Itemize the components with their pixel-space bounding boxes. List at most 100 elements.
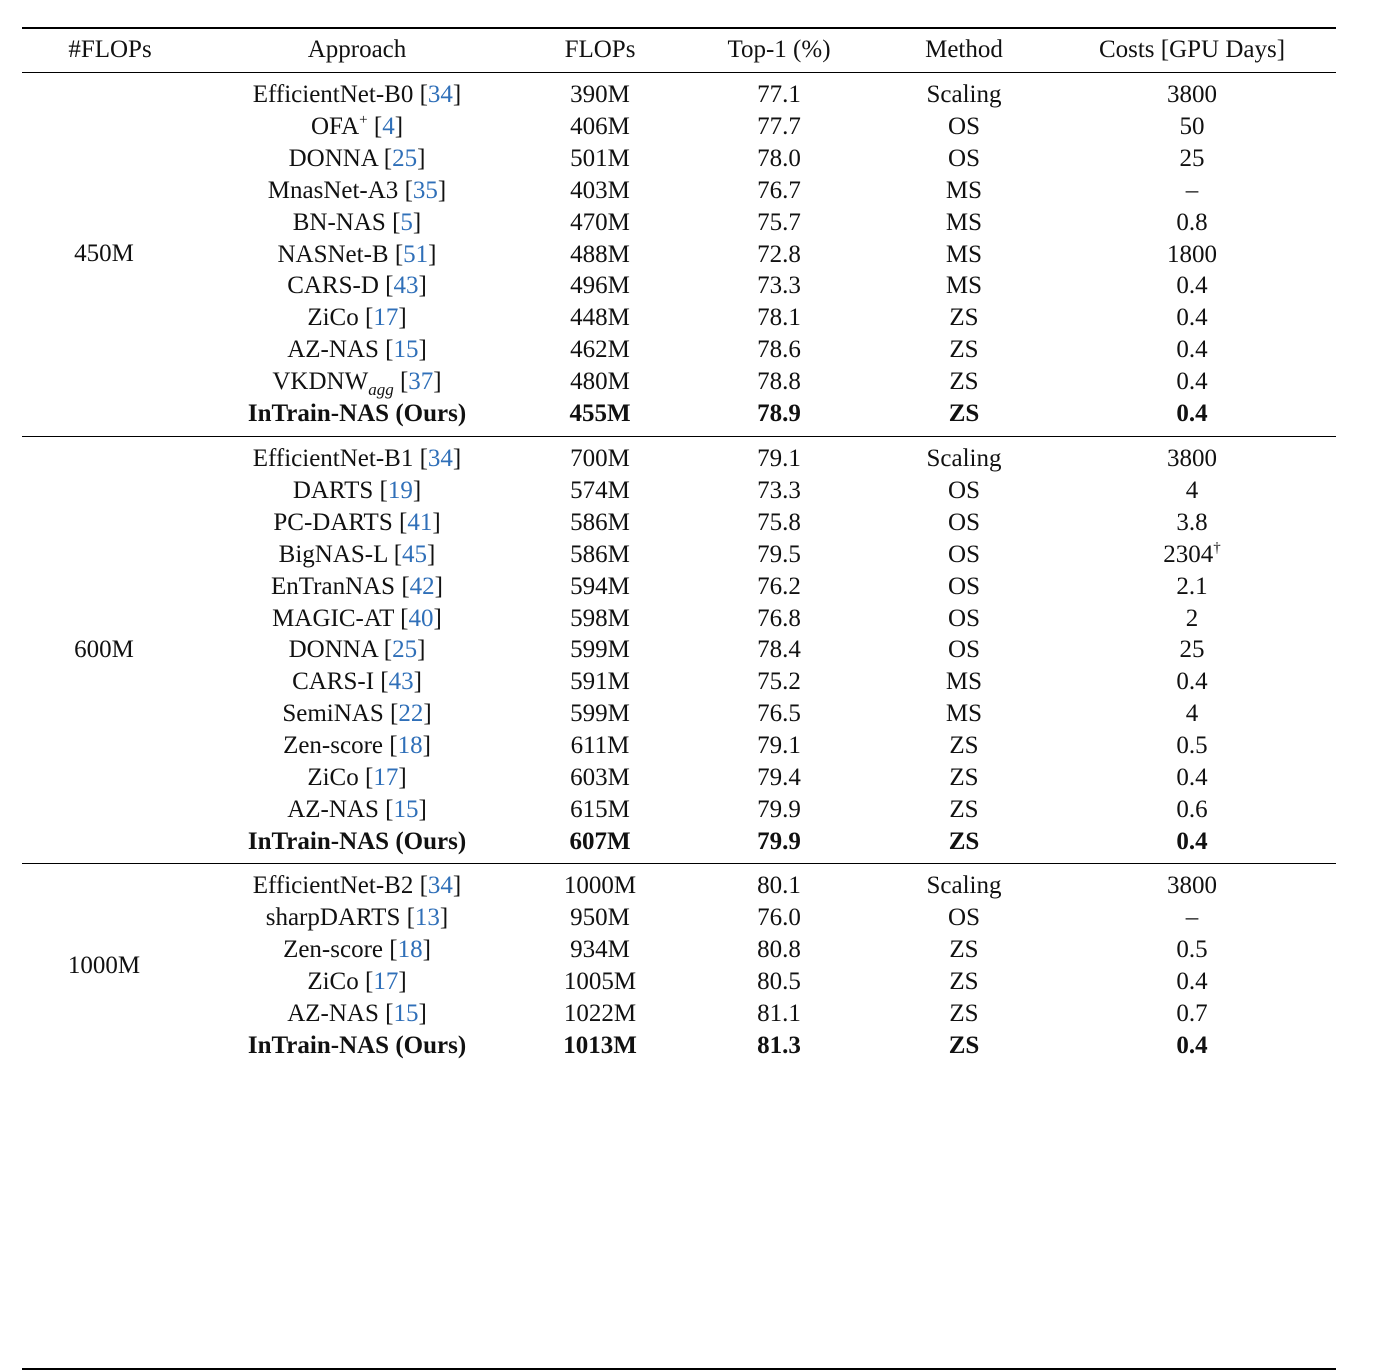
header-costs: Costs [GPU Days] <box>1098 36 1286 63</box>
method-cell: OS <box>948 636 980 664</box>
approach-cell: InTrain-NAS (Ours) <box>198 398 516 430</box>
citation-link[interactable]: 41 <box>407 508 433 536</box>
flops-cell: 406M <box>570 112 630 140</box>
top1-cell: 76.0 <box>757 903 801 931</box>
citation-link[interactable]: 18 <box>397 732 423 760</box>
citation-link[interactable]: 17 <box>373 967 399 995</box>
approach-cell: VKDNWagg [37] <box>272 368 442 400</box>
citation-link[interactable]: 15 <box>393 795 419 823</box>
table-row: InTrain-NAS (Ours) 455M 78.9 ZS 0.4 <box>22 398 1336 430</box>
approach-name: MnasNet-A3 <box>267 176 399 204</box>
approach-name: sharpDARTS <box>265 903 401 931</box>
top1-cell: 77.7 <box>757 112 801 140</box>
citation-link[interactable]: 37 <box>408 368 434 396</box>
cost-superscript: † <box>1213 539 1221 556</box>
citation-link[interactable]: 35 <box>412 176 438 204</box>
approach-cell: ZiCo [17] <box>307 304 407 332</box>
approach-name: BigNAS-L <box>278 540 388 568</box>
approach-cell: Zen-score [18] <box>283 935 431 963</box>
citation-link[interactable]: 34 <box>427 81 453 108</box>
method-cell: OS <box>948 508 980 536</box>
citation-link[interactable]: 18 <box>397 935 423 963</box>
cost-cell: 0.6 <box>1054 794 1330 826</box>
cost-value: 0.4 <box>1176 368 1208 396</box>
table-row: DONNA [25] 501M 78.0 OS 25 <box>22 143 1336 175</box>
cost-value: 2304 <box>1163 540 1214 568</box>
header-row: #FLOPs Approach FLOPs Top-1 (%) Method C… <box>22 34 1336 66</box>
citation-link[interactable]: 34 <box>427 445 453 472</box>
citation-link[interactable]: 43 <box>388 668 414 696</box>
cost-value: 2 <box>1185 604 1199 632</box>
flops-cell: 586M <box>570 540 630 568</box>
cost-value: 4 <box>1185 700 1199 728</box>
citation-link[interactable]: 15 <box>393 336 419 364</box>
flops-cell: 496M <box>570 272 630 300</box>
approach-cell: AZ-NAS [15] <box>287 999 427 1027</box>
citation-link[interactable]: 40 <box>408 604 434 632</box>
approach-cell: OFA+ [4] <box>310 111 404 140</box>
table-row: CARS-D [43] 496M 73.3 MS 0.4 <box>22 270 1336 302</box>
cost-cell: 25 <box>1054 634 1330 666</box>
flops-cell: 455M <box>569 400 631 427</box>
citation-link[interactable]: 15 <box>393 999 419 1027</box>
citation-link[interactable]: 51 <box>403 240 429 268</box>
citation-link[interactable]: 19 <box>387 476 413 504</box>
method-cell: MS <box>945 208 983 236</box>
citation-link[interactable]: 45 <box>402 540 428 568</box>
method-cell: OS <box>948 540 980 568</box>
top1-cell: 79.9 <box>757 795 801 823</box>
top1-cell: 78.8 <box>757 368 801 396</box>
cost-cell: 3800 <box>1054 870 1330 902</box>
citation-link[interactable]: 42 <box>409 572 435 600</box>
citation-link[interactable]: 34 <box>427 872 453 899</box>
approach-name: AZ-NAS <box>287 999 379 1027</box>
citation-link[interactable]: 25 <box>392 144 418 172</box>
cost-cell: 0.4 <box>1054 270 1330 302</box>
group-label-450m: 450M <box>74 240 134 268</box>
cost-cell: 25 <box>1054 143 1330 175</box>
top1-cell: 72.8 <box>757 240 801 268</box>
top1-cell: 78.6 <box>757 336 801 364</box>
table-row: sharpDARTS [13] 950M 76.0 OS – <box>22 902 1336 934</box>
header-rule <box>22 72 1336 73</box>
citation-link[interactable]: 13 <box>414 903 440 931</box>
citation-link[interactable]: 22 <box>398 700 424 728</box>
top1-cell: 80.5 <box>757 967 801 995</box>
header-approach: Approach <box>307 36 407 63</box>
method-cell: Scaling <box>926 81 1002 108</box>
approach-cell: DARTS [19] <box>292 476 422 504</box>
flops-cell: 594M <box>570 572 630 600</box>
flops-cell: 611M <box>570 732 630 760</box>
approach-name: NASNet-B <box>277 240 389 268</box>
method-cell: MS <box>945 668 983 696</box>
citation-link[interactable]: 25 <box>392 636 418 664</box>
cost-cell: 3800 <box>1054 443 1330 475</box>
cost-cell: – <box>1054 902 1330 934</box>
cost-cell: 0.7 <box>1054 998 1330 1030</box>
method-cell: OS <box>948 572 980 600</box>
approach-cell: NASNet-B [51] <box>277 240 437 268</box>
citation-link[interactable]: 17 <box>373 304 399 332</box>
citation-link[interactable]: 17 <box>373 764 399 791</box>
header-method: Method <box>925 36 1003 63</box>
method-cell: OS <box>948 604 980 632</box>
cost-cell: 0.5 <box>1054 934 1330 966</box>
cost-value: 0.4 <box>1176 764 1208 791</box>
citation-link[interactable]: 43 <box>393 272 419 300</box>
flops-cell: 599M <box>570 636 630 664</box>
table-row: EnTranNAS [42] 594M 76.2 OS 2.1 <box>22 571 1336 603</box>
top1-cell: 79.1 <box>757 732 801 760</box>
cost-cell: 50 <box>1054 111 1330 143</box>
top1-cell: 73.3 <box>757 476 801 504</box>
approach-name: DONNA <box>288 636 378 664</box>
header-flops: FLOPs <box>564 36 636 63</box>
approach-name: CARS-D <box>287 272 379 300</box>
citation-link[interactable]: 5 <box>400 208 413 236</box>
table-row: OFA+ [4] 406M 77.7 OS 50 <box>22 111 1336 143</box>
approach-name: VKDNW <box>272 368 369 396</box>
approach-cell: InTrain-NAS (Ours) <box>198 826 516 858</box>
approach-cell: EfficientNet-B0 [34] <box>252 81 462 108</box>
approach-name: InTrain-NAS (Ours) <box>247 827 467 855</box>
citation-link[interactable]: 4 <box>382 112 395 140</box>
flops-cell: 615M <box>570 795 630 823</box>
